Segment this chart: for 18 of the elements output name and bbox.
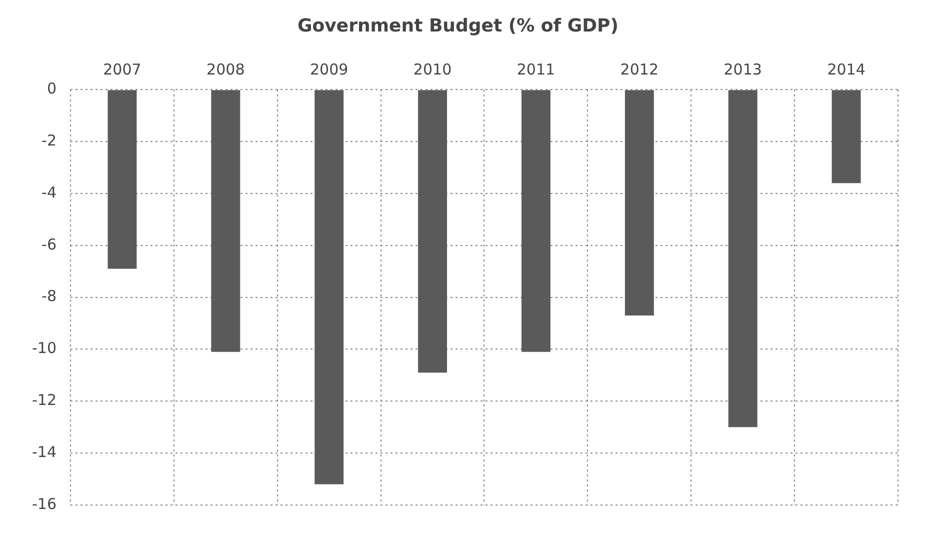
y-tick-label: -14 bbox=[32, 442, 56, 461]
x-tick-label: 2013 bbox=[724, 60, 762, 78]
y-tick-label: 0 bbox=[46, 79, 56, 98]
x-tick-label: 2009 bbox=[310, 60, 348, 78]
x-tick-label: 2012 bbox=[620, 60, 658, 78]
y-tick-label: -8 bbox=[42, 287, 56, 306]
y-tick-label: -4 bbox=[42, 183, 56, 202]
x-tick-label: 2010 bbox=[413, 60, 452, 78]
x-tick-label: 2011 bbox=[516, 60, 556, 78]
x-tick-label: 2008 bbox=[206, 60, 245, 78]
x-tick-label: 2014 bbox=[827, 60, 866, 78]
y-tick-label: -16 bbox=[32, 494, 56, 513]
y-tick-label: -12 bbox=[32, 391, 56, 410]
y-tick-label: -10 bbox=[32, 339, 56, 358]
chart-title: Government Budget (% of GDP) bbox=[298, 15, 618, 36]
x-tick-label: 2007 bbox=[103, 60, 142, 78]
y-tick-label: -2 bbox=[42, 131, 56, 150]
y-tick-label: -6 bbox=[42, 235, 56, 254]
